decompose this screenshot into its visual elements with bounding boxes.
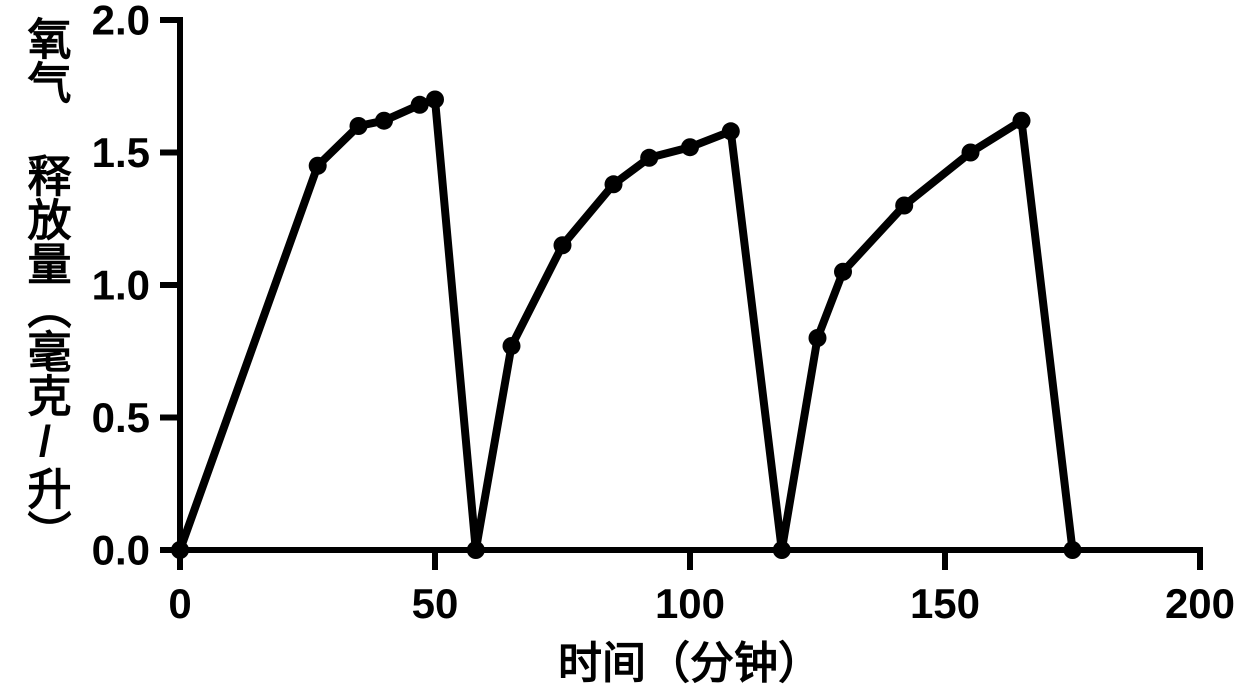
y-tick-label: 1.0 xyxy=(92,262,150,309)
data-marker xyxy=(309,157,327,175)
x-tick-label: 150 xyxy=(910,580,980,627)
data-marker xyxy=(375,112,393,130)
data-marker xyxy=(895,197,913,215)
data-marker xyxy=(1013,112,1031,130)
x-tick-label: 0 xyxy=(168,580,191,627)
data-marker xyxy=(350,117,368,135)
chart-container: 0 50 100 150 200 0.0 0.5 1.0 1.5 2.0 时间（分钟） 氧气 释放量（… xyxy=(0,0,1240,693)
data-marker xyxy=(834,263,852,281)
data-marker xyxy=(605,175,623,193)
x-axis-label: 时间（分钟） xyxy=(558,639,822,688)
data-marker xyxy=(467,541,485,559)
data-marker xyxy=(426,91,444,109)
y-tick-label: 1.5 xyxy=(92,129,150,176)
data-marker xyxy=(171,541,189,559)
data-marker xyxy=(503,337,521,355)
x-tick-label: 200 xyxy=(1165,580,1235,627)
y-tick-label: 0.0 xyxy=(92,527,150,574)
data-marker xyxy=(773,541,791,559)
x-tick-label: 100 xyxy=(655,580,725,627)
data-marker xyxy=(1064,541,1082,559)
data-marker xyxy=(640,149,658,167)
data-marker xyxy=(962,144,980,162)
data-marker xyxy=(681,138,699,156)
data-marker xyxy=(411,96,429,114)
y-tick-label: 2.0 xyxy=(92,0,150,44)
data-marker xyxy=(809,329,827,347)
data-marker xyxy=(554,236,572,254)
data-marker xyxy=(722,122,740,140)
y-tick-label: 0.5 xyxy=(92,394,150,441)
y-axis-label: 氧气 释放量（毫克/升） xyxy=(21,16,72,554)
line-chart: 0 50 100 150 200 0.0 0.5 1.0 1.5 2.0 时间（分钟） 氧气 释放量（… xyxy=(0,0,1240,693)
x-tick-label: 50 xyxy=(412,580,459,627)
